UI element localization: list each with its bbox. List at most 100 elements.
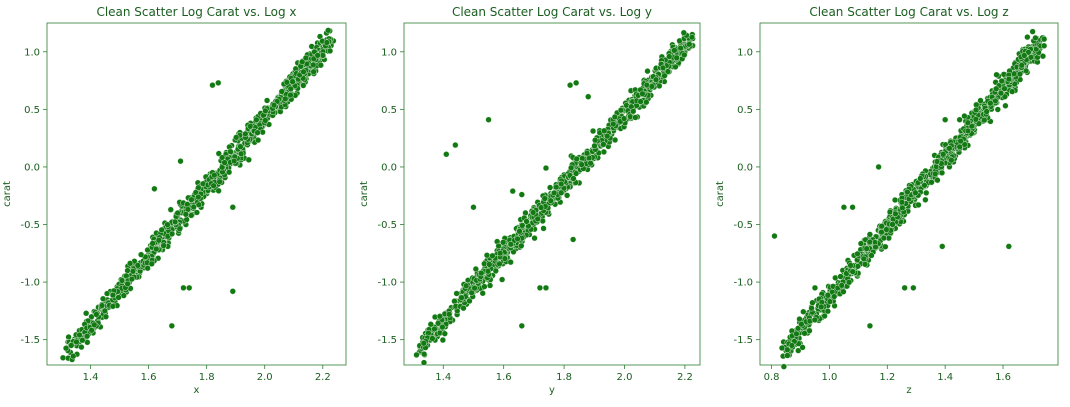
data-point [429, 335, 436, 342]
data-point [242, 130, 249, 138]
data-point [795, 347, 802, 354]
y-tick-label: -1.5 [377, 335, 397, 346]
data-point [215, 187, 222, 194]
outlier-point [229, 288, 236, 295]
y-tick-label: -0.5 [377, 220, 397, 231]
data-point [287, 85, 294, 93]
data-point [164, 221, 171, 228]
chart-title: Clean Scatter Log Carat vs. Log z [809, 5, 1008, 19]
data-point [1029, 28, 1036, 35]
data-point [672, 63, 679, 71]
data-point [534, 215, 541, 223]
data-point [413, 351, 420, 359]
data-point [677, 45, 684, 52]
data-point [73, 338, 80, 346]
y-tick-label: 0.5 [24, 105, 40, 116]
y-tick-label: -1.0 [377, 278, 397, 289]
data-point [78, 343, 85, 351]
data-point [468, 289, 475, 296]
data-point [144, 246, 151, 254]
data-point [495, 242, 502, 250]
data-point [299, 58, 306, 65]
data-point [899, 204, 906, 212]
outlier-point [939, 243, 946, 250]
data-point [957, 137, 964, 145]
data-point [940, 151, 947, 158]
data-point [1039, 53, 1047, 60]
data-point [227, 148, 234, 155]
data-point [886, 208, 894, 216]
data-point [99, 295, 107, 302]
data-point [530, 209, 537, 216]
data-point [831, 293, 838, 300]
data-point [496, 260, 503, 267]
data-point [323, 39, 331, 46]
data-point [572, 170, 580, 177]
data-point [589, 127, 597, 135]
x-tick-label: 1.0 [821, 372, 837, 383]
data-point [103, 290, 111, 297]
y-tick-label: -1.0 [20, 278, 40, 289]
data-point [546, 184, 554, 191]
data-point [592, 137, 599, 144]
outlier-point [229, 204, 236, 211]
data-point [928, 179, 935, 186]
data-point [308, 43, 315, 50]
data-point [439, 336, 446, 344]
outlier-point [875, 163, 882, 171]
outlier-point [1005, 243, 1012, 250]
data-point [483, 252, 491, 259]
data-point [262, 117, 269, 124]
data-point [289, 78, 296, 85]
data-point [983, 108, 990, 115]
data-point [498, 276, 506, 283]
outlier-point [910, 284, 917, 291]
data-point [800, 308, 807, 315]
data-point [420, 359, 428, 366]
outlier-point [177, 158, 184, 165]
data-point [216, 178, 223, 185]
outlier-point [566, 82, 574, 89]
data-point [866, 238, 873, 246]
data-point [507, 259, 514, 266]
data-point [666, 53, 673, 60]
data-point [149, 240, 156, 247]
data-point [964, 119, 971, 126]
outlier-point [840, 204, 848, 211]
data-point [824, 308, 831, 315]
data-point [639, 90, 646, 97]
data-point [253, 116, 260, 123]
data-point [188, 196, 195, 203]
data-point [93, 311, 100, 318]
data-point [620, 115, 628, 122]
y-axis-label: carat [359, 181, 370, 207]
data-point [568, 164, 575, 171]
x-tick-label: 1.4 [83, 372, 99, 383]
data-point [144, 265, 151, 272]
data-point [808, 305, 815, 312]
data-point [431, 325, 438, 333]
data-point [62, 345, 70, 352]
data-point [237, 150, 245, 157]
data-point [183, 216, 190, 223]
data-point [496, 250, 504, 257]
data-point [109, 303, 117, 310]
x-tick-label: 1.6 [141, 372, 157, 383]
y-tick-label: -1.0 [733, 278, 753, 289]
subplot-z: 0.8 1.0 1.2 1.4 1.6 -1.5 -1.0 -0.5 0.0 0.5 1.0 Clea… [715, 5, 1059, 396]
data-point [68, 342, 75, 349]
y-tick-label: -1.5 [20, 335, 40, 346]
data-point [915, 201, 922, 209]
data-point [998, 77, 1005, 85]
data-point [102, 313, 110, 320]
plot-frame [46, 22, 347, 366]
data-point [934, 177, 941, 184]
data-point [481, 283, 488, 290]
x-tick-label: 0.8 [764, 372, 780, 383]
data-point [977, 97, 984, 104]
data-point [922, 196, 929, 203]
data-point [587, 160, 594, 167]
data-point [956, 143, 963, 150]
data-point [155, 237, 162, 244]
